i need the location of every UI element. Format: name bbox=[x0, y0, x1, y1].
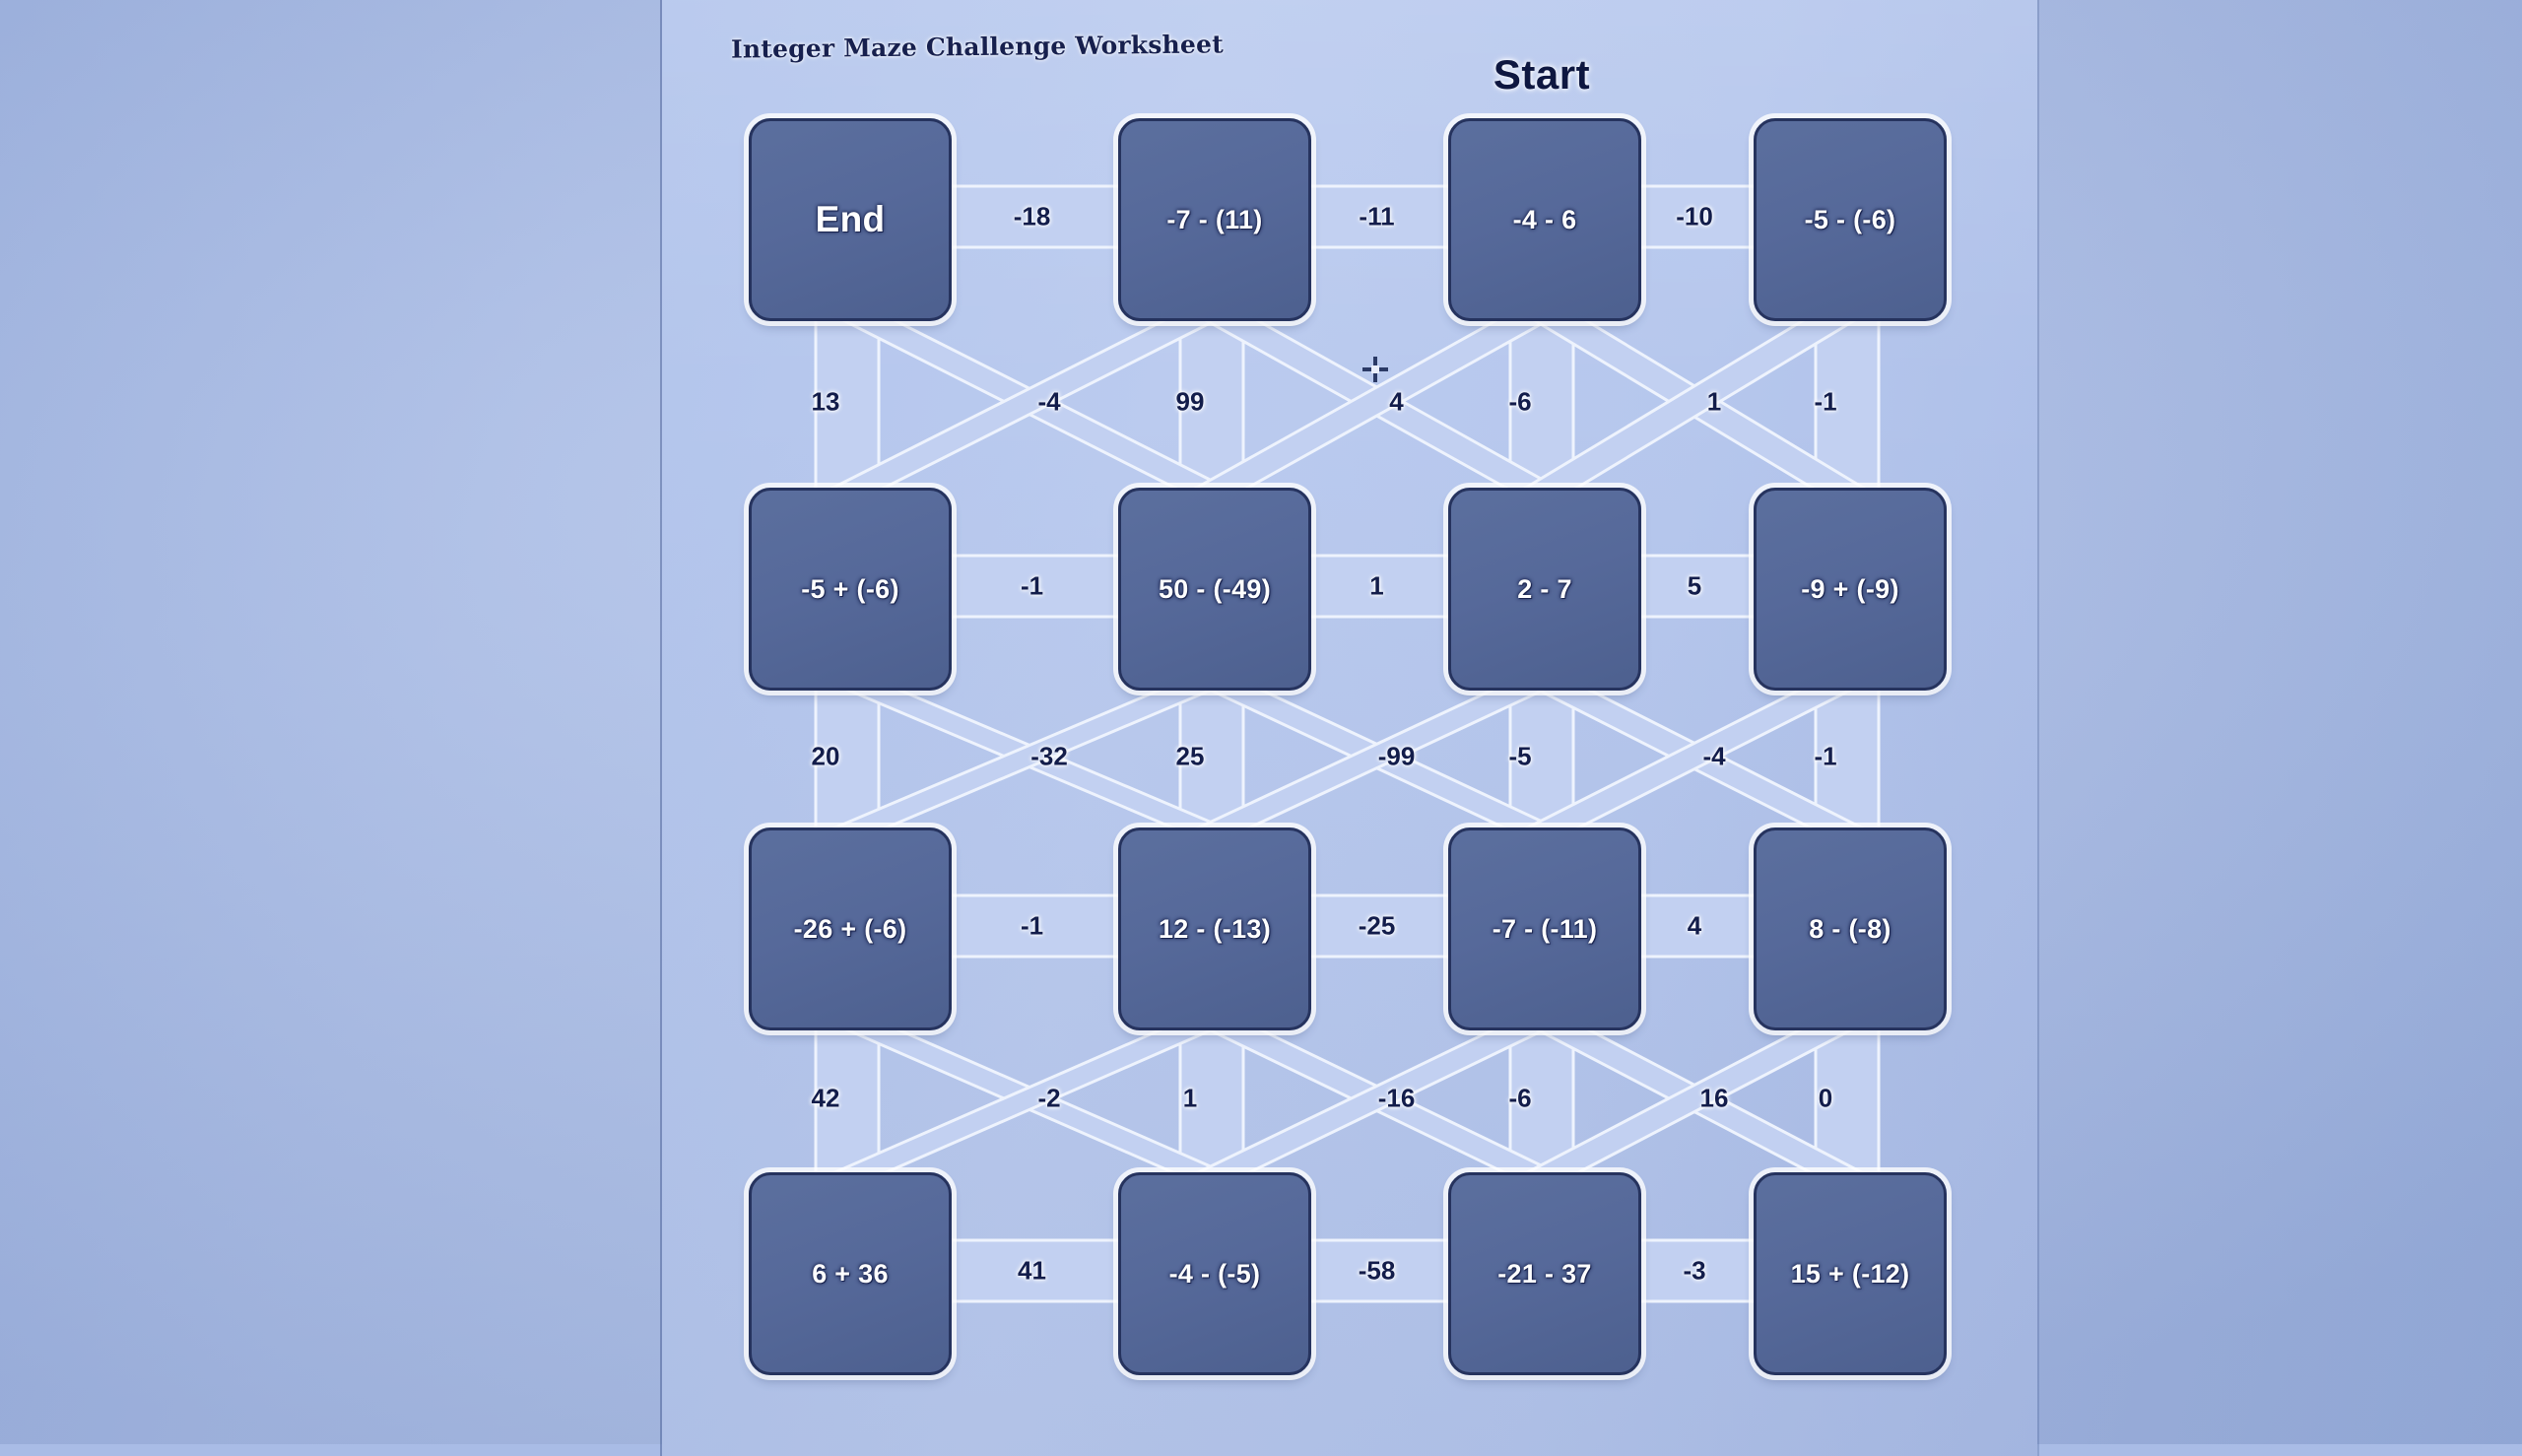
maze-node-r3c3[interactable]: -7 - (-11) bbox=[1448, 827, 1641, 1030]
integer-maze: End -7 - (11) -4 - 6 -5 - (-6) -5 + (-6) 50 -… bbox=[749, 51, 2029, 1438]
maze-node-r1c1[interactable]: End bbox=[749, 118, 952, 321]
maze-node-r2c2[interactable]: 50 - (-49) bbox=[1118, 488, 1311, 691]
maze-node-r3c4[interactable]: 8 - (-8) bbox=[1754, 827, 1947, 1030]
maze-node-r1c3[interactable]: -4 - 6 bbox=[1448, 118, 1641, 321]
maze-node-r1c2[interactable]: -7 - (11) bbox=[1118, 118, 1311, 321]
maze-node-r3c2[interactable]: 12 - (-13) bbox=[1118, 827, 1311, 1030]
mouse-crosshair-cursor bbox=[1362, 357, 1388, 382]
page-title: Integer Maze Challenge Worksheet bbox=[730, 30, 1225, 64]
maze-node-r2c1[interactable]: -5 + (-6) bbox=[749, 488, 952, 691]
maze-node-r4c1[interactable]: 6 + 36 bbox=[749, 1172, 952, 1375]
start-badge: Start bbox=[1493, 51, 1591, 98]
maze-node-r2c3[interactable]: 2 - 7 bbox=[1448, 488, 1641, 691]
maze-node-r1c4[interactable]: -5 - (-6) bbox=[1754, 118, 1947, 321]
maze-node-r3c1[interactable]: -26 + (-6) bbox=[749, 827, 952, 1030]
maze-node-r4c2[interactable]: -4 - (-5) bbox=[1118, 1172, 1311, 1375]
maze-node-r2c4[interactable]: -9 + (-9) bbox=[1754, 488, 1947, 691]
maze-edges bbox=[766, 184, 1923, 1303]
maze-node-r4c4[interactable]: 15 + (-12) bbox=[1754, 1172, 1947, 1375]
maze-node-r4c3[interactable]: -21 - 37 bbox=[1448, 1172, 1641, 1375]
